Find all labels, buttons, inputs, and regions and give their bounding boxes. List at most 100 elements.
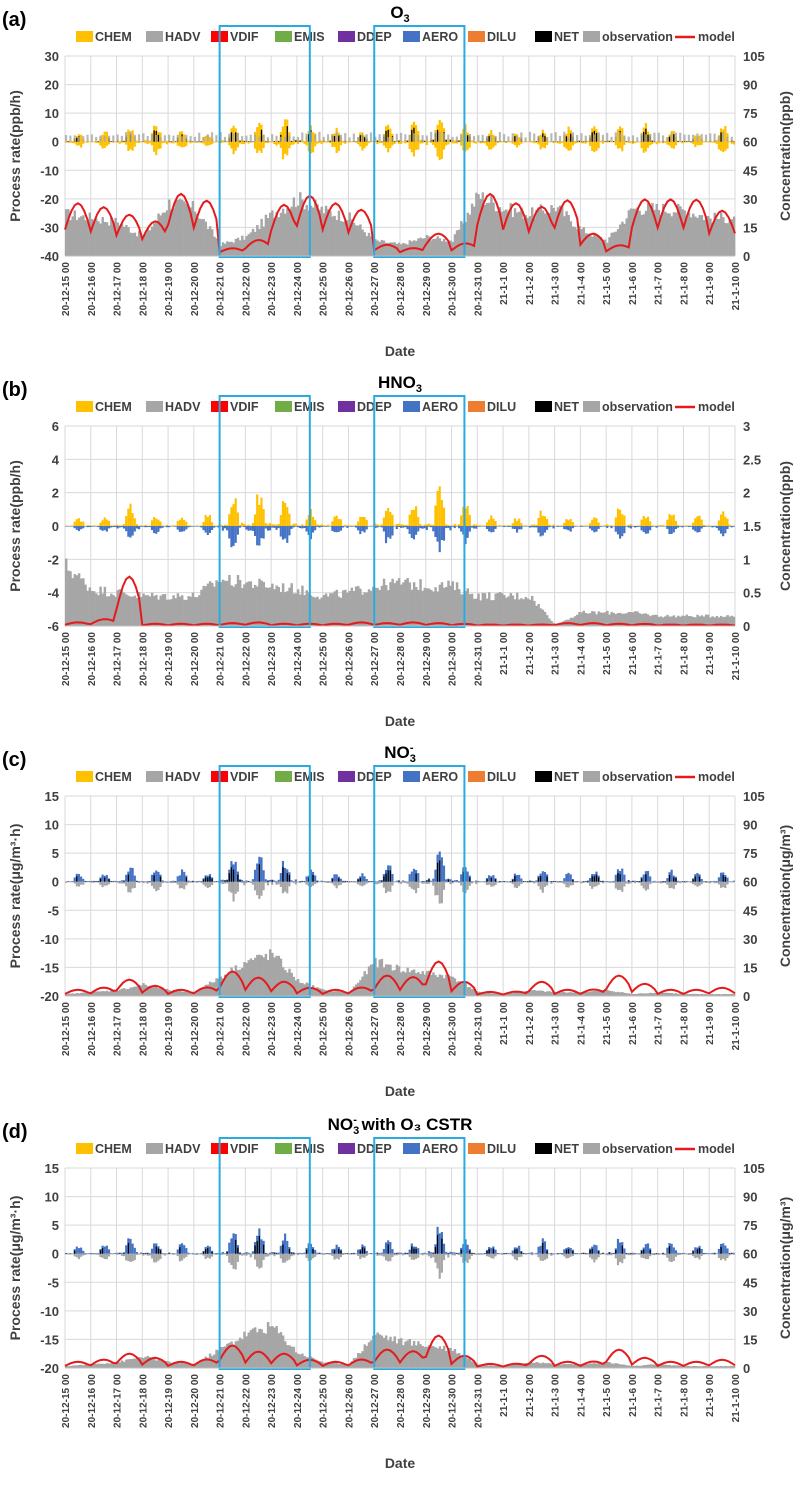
process-bar-negative (67, 141, 70, 143)
observation-bar (485, 993, 489, 996)
observation-bar (485, 1365, 489, 1368)
process-bar-negative (412, 1253, 416, 1260)
net-bar (436, 862, 439, 882)
observation-bar (174, 200, 177, 256)
hadv-bar (395, 133, 398, 142)
hadv-bar (640, 133, 643, 142)
net-bar (524, 1253, 527, 1255)
process-bar-negative (492, 141, 495, 148)
net-bar (512, 879, 514, 882)
process-bar-negative (483, 881, 486, 883)
process-bar-negative (681, 141, 684, 144)
observation-bar (683, 616, 686, 626)
process-bar-positive (421, 1252, 424, 1254)
process-bar-positive (245, 1252, 248, 1254)
observation-bar (567, 992, 570, 996)
observation-bar (408, 1338, 412, 1368)
observation-bar (730, 219, 734, 256)
net-bar (535, 141, 538, 142)
observation-bar (402, 242, 405, 256)
process-bar-positive (211, 522, 214, 526)
process-bar-negative (391, 1253, 394, 1258)
left-tick-label: -20 (40, 989, 59, 1004)
net-bar (338, 878, 340, 882)
date-tick-label: 20-12-29 00 (422, 1002, 433, 1056)
process-bar-negative (170, 881, 173, 884)
observation-bar (430, 589, 433, 626)
observation-bar (513, 1365, 517, 1368)
legend: CHEM HADV VDIF EMIS DDEP AERO DILU NET observati… (76, 400, 735, 414)
process-bar-negative (84, 526, 87, 527)
process-bar-negative (455, 881, 458, 883)
observation-bar (77, 217, 81, 256)
model-line (64, 192, 736, 254)
process-bar-positive (344, 524, 347, 526)
observation-bar (337, 596, 341, 626)
process-bar-negative (256, 526, 259, 546)
observation-bar (202, 218, 205, 256)
net-bar (243, 141, 245, 142)
process-bar-negative (732, 1253, 735, 1255)
process-bar-negative (449, 881, 452, 885)
left-tick-label: -4 (47, 586, 59, 601)
legend-swatch-AERO (403, 401, 420, 412)
observation-bar (80, 216, 83, 256)
process-bar-negative (556, 526, 559, 527)
process-bar-negative (449, 526, 452, 531)
process-bar-negative (451, 526, 454, 527)
process-bar-negative (522, 1253, 525, 1255)
net-bar (415, 1248, 417, 1254)
date-tick-label: 20-12-21 00 (216, 632, 227, 686)
observation-bar (573, 616, 577, 626)
process-bar-negative (636, 881, 639, 883)
observation-bar (90, 590, 94, 626)
process-bar-negative (668, 526, 671, 535)
process-bar-positive (105, 519, 108, 526)
process-bar-negative (211, 526, 214, 530)
date-tick-label: 21-1-3 00 (551, 632, 562, 675)
net-bar (308, 877, 310, 882)
observation-bar (550, 992, 553, 996)
legend-label-HADV: HADV (165, 400, 201, 414)
observation-bar (331, 991, 334, 996)
hadv-bar (275, 135, 278, 142)
process-bar-negative (346, 526, 349, 528)
process-bar-positive (376, 524, 379, 526)
process-bar-positive (296, 1252, 300, 1254)
hadv-bar (597, 132, 600, 142)
process-bar-positive (172, 1253, 175, 1254)
observation-bar (548, 212, 551, 256)
process-bar-positive (623, 1248, 626, 1254)
observation-bar (543, 1363, 547, 1368)
legend-label-DILU: DILU (487, 770, 516, 784)
process-bar-positive (200, 1253, 203, 1254)
process-bar-positive (112, 525, 115, 526)
process-bar-negative (153, 881, 156, 889)
net-bar (258, 1236, 260, 1254)
process-bar-negative (107, 526, 111, 529)
observation-bar (595, 990, 598, 996)
process-bar-positive (198, 880, 201, 882)
observation-bar (520, 991, 523, 996)
process-bar-positive (479, 881, 482, 882)
net-bar (159, 876, 162, 882)
observation-bar (391, 578, 394, 626)
process-bar-negative (584, 1253, 587, 1255)
process-bar-negative (460, 881, 463, 886)
observation-bar (550, 1363, 553, 1368)
hadv-bar (382, 134, 385, 142)
observation-bar (593, 232, 596, 256)
date-tick-label: 20-12-31 00 (473, 1374, 484, 1428)
observation-bar (515, 992, 519, 996)
process-bar-negative (601, 141, 605, 144)
observation-bar (260, 580, 263, 626)
observation-bar (670, 216, 674, 256)
process-bar-positive (150, 874, 154, 882)
process-bar-positive (258, 504, 261, 526)
observation-bar (732, 1366, 736, 1368)
hadv-bar (326, 134, 330, 142)
process-bar-negative (659, 141, 662, 143)
observation-bar (634, 208, 637, 256)
hadv-bar (86, 134, 89, 142)
